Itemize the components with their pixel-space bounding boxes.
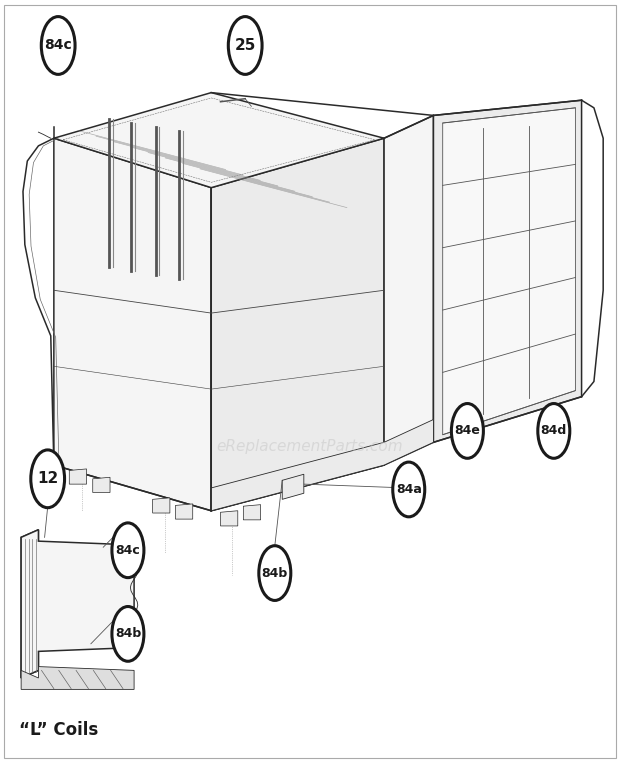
- Text: 84a: 84a: [396, 483, 422, 496]
- Ellipse shape: [31, 450, 64, 507]
- Polygon shape: [54, 138, 211, 510]
- Polygon shape: [243, 504, 260, 520]
- Polygon shape: [211, 138, 384, 510]
- Polygon shape: [93, 478, 110, 492]
- Polygon shape: [21, 667, 134, 690]
- Ellipse shape: [259, 546, 291, 600]
- Text: 84b: 84b: [262, 567, 288, 580]
- Text: 84c: 84c: [115, 544, 140, 557]
- Text: “L” Coils: “L” Coils: [19, 721, 98, 739]
- Ellipse shape: [228, 17, 262, 74]
- Text: 84c: 84c: [44, 38, 72, 53]
- Ellipse shape: [538, 404, 570, 459]
- Text: eReplacementParts.com: eReplacementParts.com: [216, 439, 404, 454]
- Text: 84b: 84b: [115, 627, 141, 640]
- Text: 84d: 84d: [541, 424, 567, 437]
- Ellipse shape: [112, 607, 144, 662]
- Polygon shape: [54, 92, 384, 188]
- Polygon shape: [221, 510, 238, 526]
- Text: 84e: 84e: [454, 424, 480, 437]
- Ellipse shape: [392, 462, 425, 517]
- Polygon shape: [153, 497, 170, 513]
- Polygon shape: [282, 475, 304, 499]
- Text: 25: 25: [234, 38, 256, 53]
- Polygon shape: [21, 530, 134, 678]
- Polygon shape: [69, 469, 87, 485]
- Polygon shape: [384, 115, 433, 465]
- Polygon shape: [433, 100, 582, 443]
- Polygon shape: [211, 420, 433, 510]
- Ellipse shape: [112, 523, 144, 578]
- Polygon shape: [175, 504, 193, 519]
- Ellipse shape: [42, 17, 75, 74]
- Ellipse shape: [451, 404, 484, 459]
- Text: 12: 12: [37, 472, 58, 486]
- Polygon shape: [21, 530, 38, 678]
- Polygon shape: [443, 108, 575, 435]
